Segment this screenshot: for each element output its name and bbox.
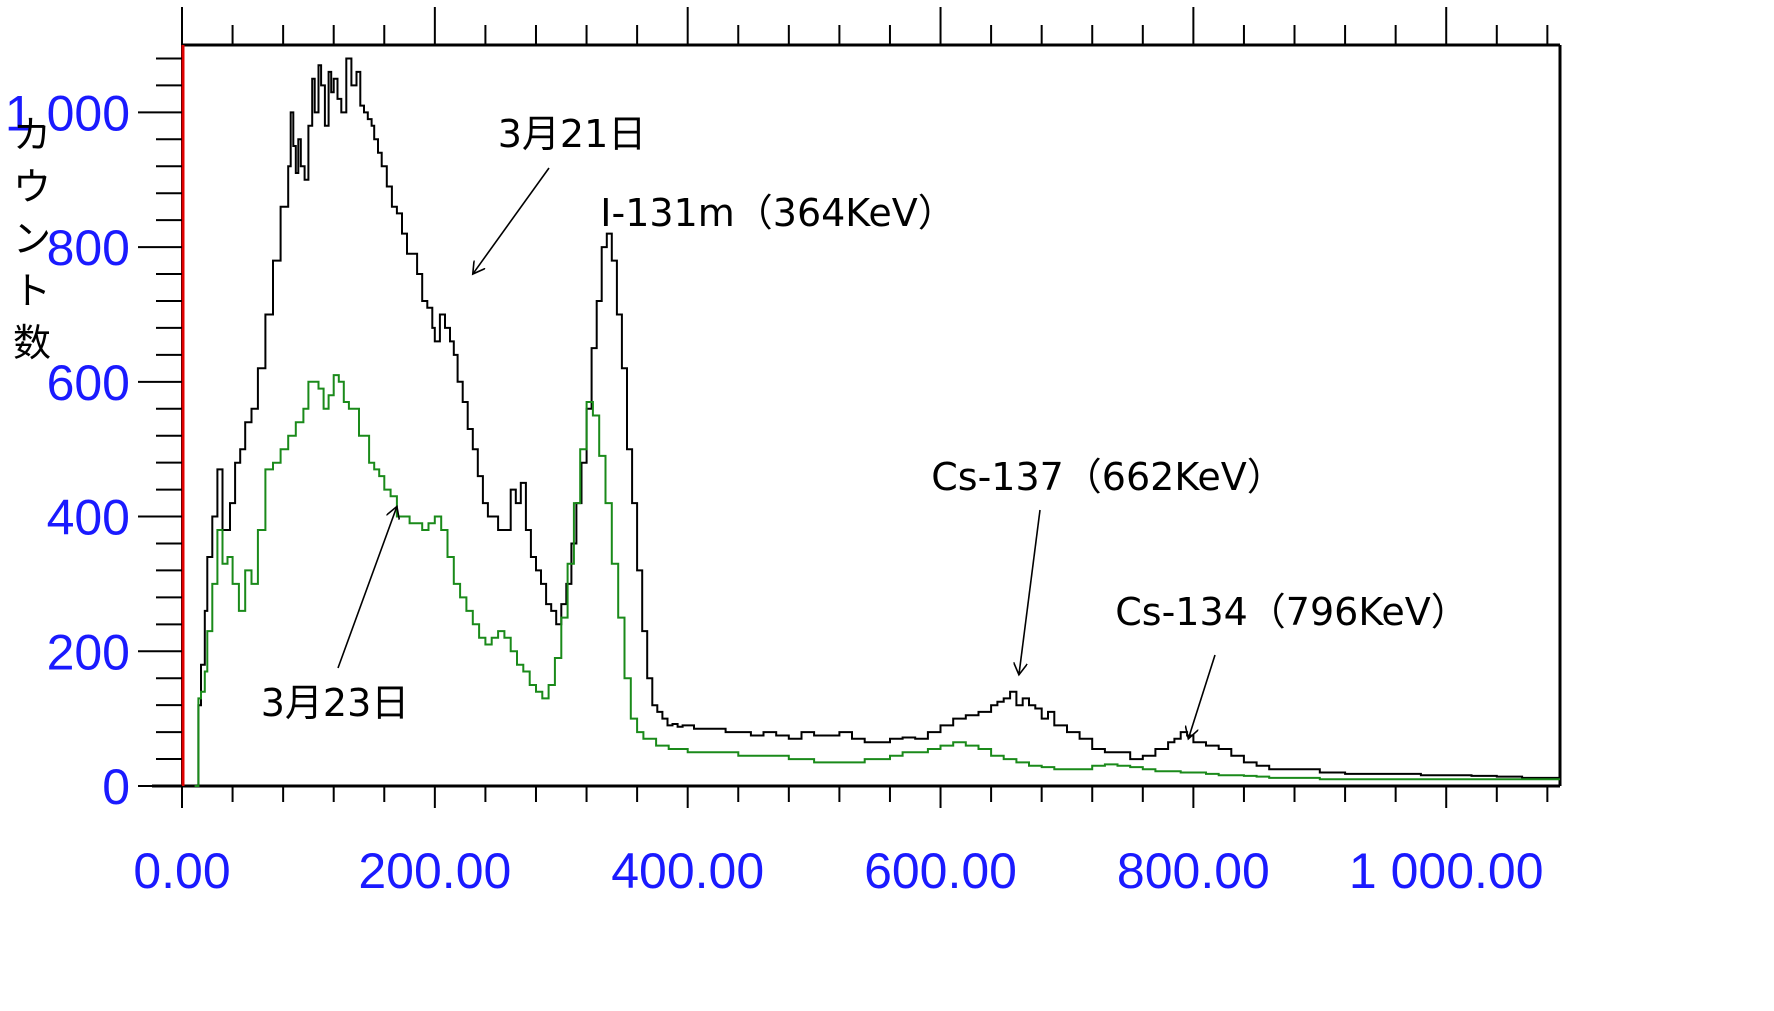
- annotation-arrow: [1188, 654, 1216, 739]
- x-tick-label: 600.00: [864, 843, 1017, 899]
- y-axis-label-char: ン: [13, 217, 51, 261]
- x-tick-label: 0.00: [133, 843, 230, 899]
- y-tick-label: 800: [47, 220, 130, 276]
- x-tick-label: 1 000.00: [1349, 843, 1544, 899]
- annotation-label: 3月21日: [498, 112, 647, 156]
- y-tick-label: 200: [47, 624, 130, 680]
- y-tick-label: 0: [102, 759, 130, 815]
- y-axis-label-char: ト: [13, 269, 51, 313]
- x-tick-label: 200.00: [358, 843, 511, 899]
- tick-labels: 0.00 200.00 400.00 600.00 800.00 1 000.00 0 200…: [5, 85, 1544, 899]
- annotations: 3月21日 I-131m（364KeV） 3月23日 Cs-137（662KeV） Cs…: [261, 112, 1469, 739]
- y-tick-label: 1 000: [5, 85, 130, 141]
- plot-frame: [152, 43, 1562, 788]
- series-line-march23: [194, 374, 1560, 787]
- y-axis-label-char: カ: [13, 113, 51, 157]
- annotation-arrow: [473, 167, 550, 274]
- annotation-label: Cs-137（662KeV）: [931, 455, 1285, 499]
- annotation-label: I-131m（364KeV）: [600, 191, 955, 235]
- annotation-label: 3月23日: [261, 681, 410, 725]
- series-layer: [194, 57, 1560, 787]
- annotation-arrow: [337, 506, 397, 669]
- x-tick-label: 400.00: [611, 843, 764, 899]
- annotation-arrow: [1019, 509, 1041, 675]
- y-tick-label: 600: [47, 355, 130, 411]
- series-line-march21: [194, 57, 1560, 787]
- y-axis-label-char: 数: [13, 321, 51, 365]
- x-tick-label: 800.00: [1117, 843, 1270, 899]
- y-tick-label: 400: [47, 490, 130, 546]
- axis-ticks: [138, 7, 1549, 808]
- y-axis-label-char: ウ: [13, 165, 51, 209]
- annotation-label: Cs-134（796KeV）: [1115, 590, 1469, 634]
